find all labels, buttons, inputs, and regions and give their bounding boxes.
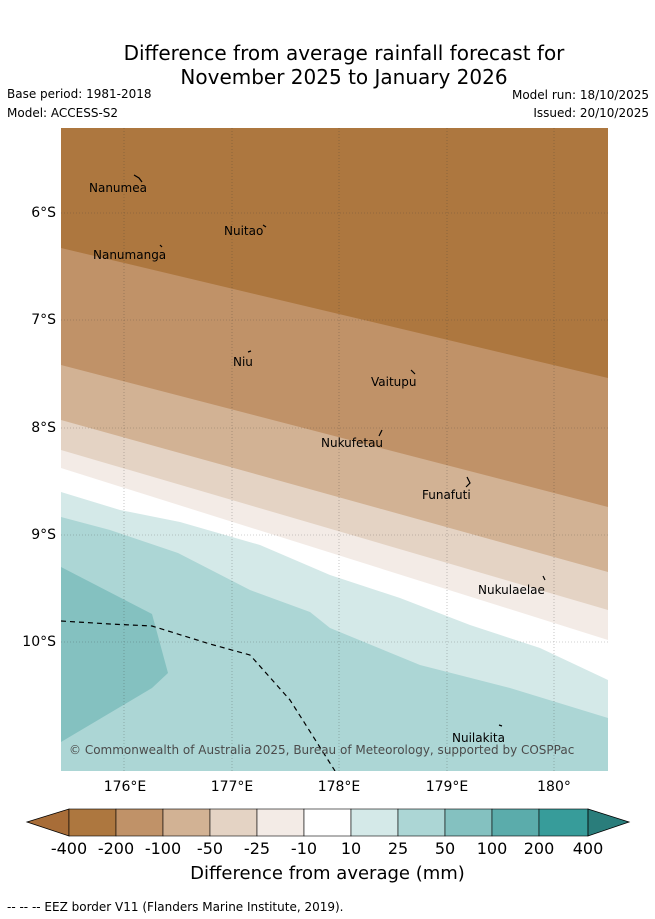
eez-footnote: -- -- -- EEZ border V11 (Flanders Marine… [7, 900, 344, 914]
colorbar-tick: 100 [476, 839, 508, 858]
place-label-nuilakita: Nuilakita [452, 731, 505, 745]
colorbar [25, 808, 631, 837]
base-period: Base period: 1981-2018 [7, 87, 152, 101]
place-label-nanumea: Nanumea [89, 181, 147, 195]
colorbar-tick: -400 [50, 839, 88, 858]
colorbar-tick: -10 [290, 839, 318, 858]
issued-date: Issued: 20/10/2025 [533, 106, 649, 120]
colorbar-swatch [303, 808, 352, 837]
lon-label-178e: 178°E [317, 779, 361, 795]
place-label-vaitupu: Vaitupu [371, 375, 417, 389]
colorbar-tick: 10 [340, 839, 362, 858]
title-line-1: Difference from average rainfall forecas… [123, 41, 565, 65]
graticule [61, 128, 608, 771]
band-plus-25 [61, 517, 608, 771]
colorbar-swatch [397, 808, 446, 837]
eez-border-line [61, 620, 336, 771]
lat-label-6s: 6°S [31, 205, 56, 221]
copyright-notice: © Commonwealth of Australia 2025, Bureau… [69, 743, 575, 757]
band-plus-50 [61, 567, 168, 742]
island-nukulaelae [542, 575, 546, 581]
colorbar-swatch [162, 808, 211, 837]
colorbar-extend-low [25, 808, 70, 837]
colorbar-tick: 50 [434, 839, 456, 858]
place-label-funafuti: Funafuti [422, 488, 471, 502]
colorbar-swatch [209, 808, 258, 837]
colorbar-tick: 200 [523, 839, 555, 858]
place-label-nanumanga: Nanumanga [93, 248, 167, 262]
colorbar-swatch [68, 808, 117, 837]
colorbar-tick: 25 [387, 839, 409, 858]
colorbar-extend-high [587, 808, 631, 837]
lat-label-7s: 7°S [31, 312, 56, 328]
lat-label-8s: 8°S [31, 420, 56, 436]
island-vaitupu [410, 369, 416, 375]
island-niu [247, 350, 252, 353]
place-label-nuitao: Nuitao [224, 224, 264, 238]
title-line-2: November 2025 to January 2026 [180, 65, 508, 89]
colorbar-swatch [256, 808, 305, 837]
island-nanumea [133, 174, 143, 183]
colorbar-swatch [115, 808, 164, 837]
map-title: Difference from average rainfall forecas… [0, 41, 655, 89]
colorbar-tick: -200 [97, 839, 135, 858]
lon-label-180: 180° [537, 779, 571, 795]
lat-label-9s: 9°S [31, 527, 56, 543]
place-label-nukulaelae: Nukulaelae [478, 583, 545, 597]
colorbar-swatch [491, 808, 540, 837]
colorbar-tick: 400 [572, 839, 604, 858]
colorbar-tick: -50 [196, 839, 224, 858]
lon-label-176e: 176°E [103, 779, 147, 795]
island-funafuti [465, 476, 471, 488]
lon-label-177e: 177°E [210, 779, 254, 795]
colorbar-tick: -25 [243, 839, 271, 858]
colorbar-title: Difference from average (mm) [190, 863, 465, 884]
island-nuitao [262, 224, 267, 228]
place-label-nukufetau: Nukufetau [321, 436, 384, 450]
lon-label-179e: 179°E [425, 779, 469, 795]
model-run: Model run: 18/10/2025 [511, 88, 649, 102]
model-name: Model: ACCESS-S2 [7, 106, 119, 120]
colorbar-swatch [538, 808, 589, 837]
island-outlines [133, 174, 546, 727]
lat-label-10s: 10°S [22, 634, 56, 650]
place-label-niu: Niu [233, 355, 253, 369]
colorbar-swatch [444, 808, 493, 837]
colorbar-swatch [350, 808, 399, 837]
colorbar-tick: -100 [144, 839, 182, 858]
rainfall-map [61, 128, 608, 771]
island-nanumanga [159, 244, 163, 248]
island-nuilakita [498, 724, 503, 727]
island-nukufetau [378, 429, 383, 437]
